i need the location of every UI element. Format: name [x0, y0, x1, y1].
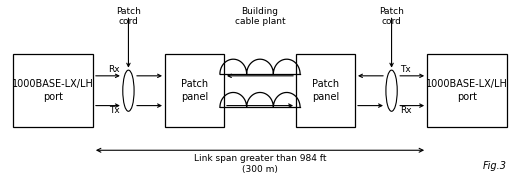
- Bar: [296, 54, 355, 127]
- Ellipse shape: [123, 70, 134, 111]
- Text: Link span greater than 984 ft
(300 m): Link span greater than 984 ft (300 m): [194, 154, 326, 174]
- Text: Fig.3: Fig.3: [483, 161, 506, 171]
- Text: Tx: Tx: [110, 107, 120, 116]
- Ellipse shape: [386, 70, 397, 111]
- Bar: [14, 54, 93, 127]
- Text: Rx: Rx: [109, 65, 120, 74]
- Text: 1000BASE-LX/LH
port: 1000BASE-LX/LH port: [426, 79, 508, 102]
- Text: Patch
panel: Patch panel: [181, 79, 208, 102]
- Text: Patch
panel: Patch panel: [312, 79, 339, 102]
- Text: 1000BASE-LX/LH
port: 1000BASE-LX/LH port: [12, 79, 94, 102]
- Bar: [165, 54, 224, 127]
- Bar: [427, 54, 506, 127]
- Text: Tx: Tx: [400, 65, 410, 74]
- Text: Patch
cord: Patch cord: [379, 7, 404, 26]
- Text: Rx: Rx: [400, 107, 411, 116]
- Text: Patch
cord: Patch cord: [116, 7, 141, 26]
- Text: Building
cable plant: Building cable plant: [235, 7, 285, 26]
